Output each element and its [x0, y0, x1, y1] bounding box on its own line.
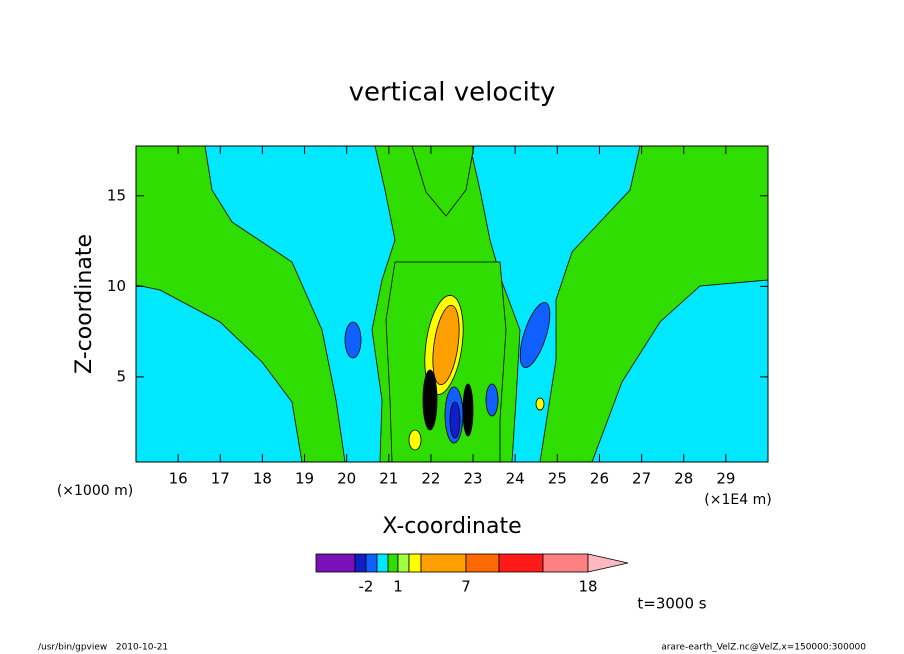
chart-title: vertical velocity [349, 78, 556, 108]
annotation: t=3000 s [637, 595, 706, 613]
x-tick-label: 17 [211, 470, 230, 488]
colorbar-segment [365, 553, 378, 573]
colorbar-extension [587, 553, 629, 573]
y-tick-label: 15 [107, 186, 126, 204]
x-tick-label: 24 [506, 470, 525, 488]
y-tick-label: 5 [116, 367, 126, 385]
x-tick-label: 27 [632, 470, 651, 488]
colorbar-segment [387, 553, 399, 573]
y-axis-title: Z-coordinate [72, 234, 97, 374]
x-tick-label: 25 [548, 470, 567, 488]
colorbar-segment [420, 553, 467, 573]
x-tick-label: 28 [674, 470, 693, 488]
x-tick-label: 19 [295, 470, 314, 488]
plot-frame [135, 145, 769, 463]
y-unit: (×1000 m) [57, 483, 133, 499]
region [422, 369, 438, 431]
x-tick-label: 20 [337, 470, 356, 488]
contour-field [135, 145, 769, 463]
footer-left: /usr/bin/gpview 2010-10-21 [38, 643, 168, 653]
colorbar-segment [354, 553, 367, 573]
colorbar-segment [498, 553, 544, 573]
region [408, 429, 422, 451]
colorbar-label: 1 [393, 578, 403, 596]
colorbar-label: -2 [359, 578, 374, 596]
footer-right: arare-earth_VelZ.nc@VelZ,x=150000:300000 [661, 643, 866, 653]
x-unit: (×1E4 m) [704, 492, 771, 508]
x-tick-label: 29 [716, 470, 735, 488]
colorbar-segment [397, 553, 410, 573]
colorbar-segment [376, 553, 389, 573]
x-tick-label: 21 [379, 470, 398, 488]
colorbar-segment [315, 553, 356, 573]
region [485, 383, 499, 417]
x-tick-label: 22 [421, 470, 440, 488]
region [462, 383, 474, 437]
x-tick-label: 23 [464, 470, 483, 488]
region [519, 302, 551, 368]
x-axis-title: X-coordinate [382, 514, 521, 539]
region [535, 397, 545, 411]
region [344, 321, 362, 359]
x-tick-label: 26 [590, 470, 609, 488]
x-tick-label: 16 [169, 470, 188, 488]
colorbar-segment [408, 553, 422, 573]
y-tick-label: 10 [107, 277, 126, 295]
x-tick-label: 18 [253, 470, 272, 488]
region [449, 401, 461, 439]
colorbar-segment [542, 553, 589, 573]
colorbar-segment [465, 553, 500, 573]
colorbar-label: 18 [578, 578, 597, 596]
region [432, 304, 460, 386]
colorbar-label: 7 [461, 578, 471, 596]
